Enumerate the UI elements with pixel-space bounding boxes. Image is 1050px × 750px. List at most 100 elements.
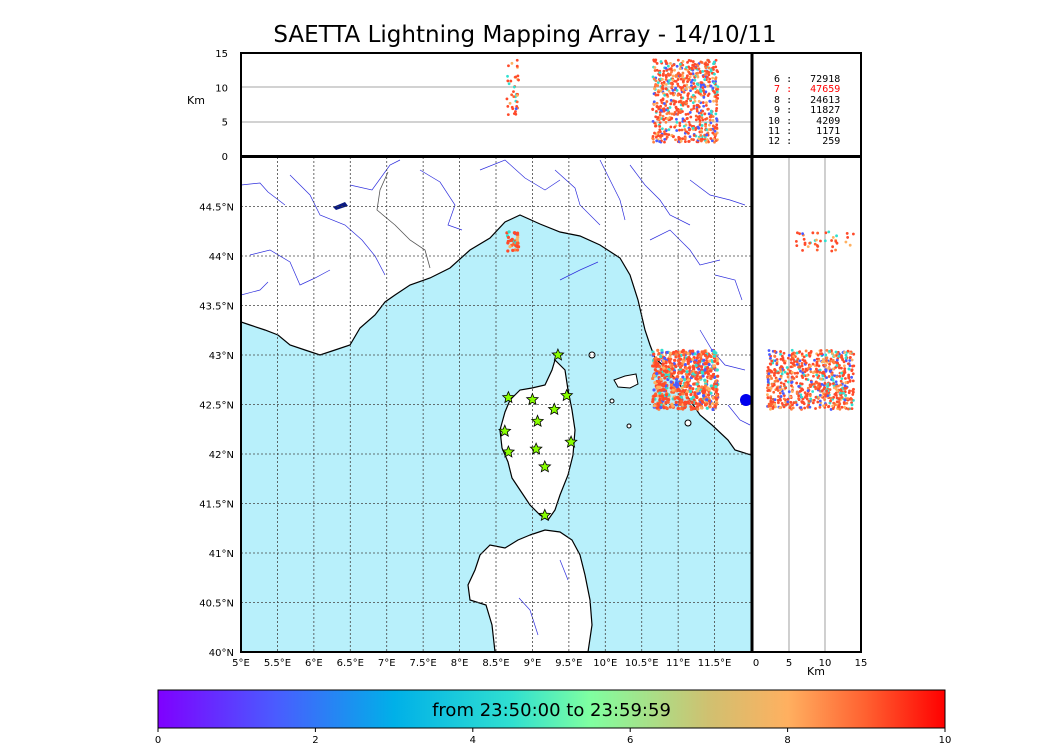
side-tick-label: 0 — [753, 658, 759, 669]
lightning-source-alt — [681, 79, 685, 83]
lightning-source — [652, 388, 656, 392]
lightning-source-side — [830, 249, 834, 253]
lightning-source — [705, 356, 709, 360]
lightning-source-alt — [702, 95, 706, 99]
lightning-source-alt — [714, 139, 718, 143]
lightning-source-side — [799, 406, 803, 409]
lightning-source-alt — [692, 82, 696, 85]
altitude-axis-label: Km — [187, 94, 205, 107]
lightning-source — [705, 406, 709, 410]
lightning-source-alt — [684, 140, 687, 143]
lightning-source-alt — [692, 106, 696, 110]
lightning-source-side — [797, 365, 800, 369]
lightning-source-alt — [655, 68, 659, 72]
longitude-tick-labels: 5°E 5.5°E 6°E 6.5°E 7°E 7.5°E 8°E 8.5°E 9°E 9.5°E… — [232, 658, 731, 669]
lightning-source-alt — [655, 139, 659, 143]
lightning-source-side — [779, 352, 782, 356]
lightning-source — [662, 388, 666, 392]
lightning-source-alt — [701, 101, 705, 104]
lightning-source-side — [766, 383, 770, 387]
altitude-panel — [241, 53, 751, 156]
lightning-source-alt — [699, 111, 703, 115]
lightning-source — [669, 383, 674, 387]
lightning-source — [669, 357, 673, 361]
lightning-source-alt — [673, 68, 676, 72]
lightning-source-alt — [667, 81, 671, 85]
lightning-source-side — [803, 370, 807, 374]
lightning-source — [708, 404, 712, 409]
lightning-source-alt — [690, 67, 694, 71]
lightning-source-alt — [655, 62, 659, 65]
lightning-source — [685, 357, 690, 361]
lightning-source-side — [773, 398, 777, 402]
lightning-source-alt — [677, 137, 681, 141]
lightning-source-side — [825, 356, 829, 360]
lightning-source-alt — [658, 125, 662, 128]
lightning-source-alt — [506, 74, 509, 78]
lightning-source-side — [803, 391, 807, 395]
lightning-source-side — [844, 394, 847, 397]
lightning-source-side — [796, 231, 799, 235]
lightning-source-side — [782, 397, 786, 401]
lightning-source-alt — [678, 62, 682, 66]
lightning-source-side — [802, 355, 806, 359]
lightning-source-alt — [662, 109, 666, 113]
lightning-source-alt — [663, 102, 666, 105]
lightning-source-side — [809, 351, 813, 354]
lightning-source-alt — [671, 74, 675, 78]
lightning-source-alt — [699, 133, 703, 137]
lightning-source-side — [837, 404, 841, 407]
lightning-source-alt — [683, 128, 687, 131]
lightning-source-alt — [690, 137, 694, 141]
lightning-source — [659, 405, 663, 410]
lightning-source — [656, 363, 660, 367]
lightning-source-alt — [654, 124, 658, 128]
lightning-source — [671, 367, 675, 371]
lightning-source — [674, 381, 679, 385]
lightning-source-side — [773, 402, 777, 406]
lightning-source-alt — [701, 109, 705, 113]
lightning-source-alt — [678, 121, 682, 125]
lightning-source-side — [767, 404, 771, 408]
lightning-sources-map — [505, 230, 720, 412]
lightning-source-side — [815, 238, 818, 242]
map-area — [241, 157, 751, 652]
lightning-source-alt — [704, 90, 708, 94]
lightning-source-alt — [662, 80, 666, 84]
lightning-source-alt — [653, 131, 656, 135]
lightning-source-side — [827, 375, 831, 378]
lightning-source-side — [801, 249, 804, 252]
lightning-source — [683, 406, 687, 410]
lightning-source — [685, 370, 689, 374]
lightning-source-side — [774, 405, 777, 409]
lightning-source-alt — [691, 63, 695, 67]
lightning-source-side — [822, 404, 825, 408]
lightning-source — [692, 382, 696, 386]
lightning-source-side — [795, 244, 799, 247]
lightning-source-side — [783, 361, 787, 365]
lightning-source-alt — [666, 72, 670, 76]
lightning-source — [684, 372, 688, 376]
lightning-source-alt — [705, 101, 708, 105]
lightning-source-alt — [656, 81, 660, 84]
lightning-source-side — [773, 367, 777, 371]
lightning-source-side — [774, 379, 777, 383]
lightning-source-alt — [706, 84, 710, 88]
lightning-source-side — [793, 360, 796, 364]
lightning-source-side — [783, 370, 787, 374]
lightning-source — [699, 357, 703, 361]
lightning-source-side — [779, 350, 782, 353]
lightning-source — [668, 354, 672, 359]
lightning-source-alt — [702, 75, 705, 79]
lat-tick-label: 42.5°N — [199, 401, 234, 412]
lightning-source-side — [845, 232, 849, 235]
lightning-source — [654, 360, 658, 364]
lightning-source — [681, 392, 685, 396]
lightning-source-alt — [704, 65, 708, 69]
panel-frames — [240, 52, 862, 653]
lightning-source — [658, 391, 662, 395]
lightning-source-side — [808, 354, 812, 358]
altitude-tick-labels: 0 5 10 15 — [215, 49, 228, 163]
lightning-source-alt — [698, 123, 702, 127]
lightning-source — [686, 401, 690, 405]
